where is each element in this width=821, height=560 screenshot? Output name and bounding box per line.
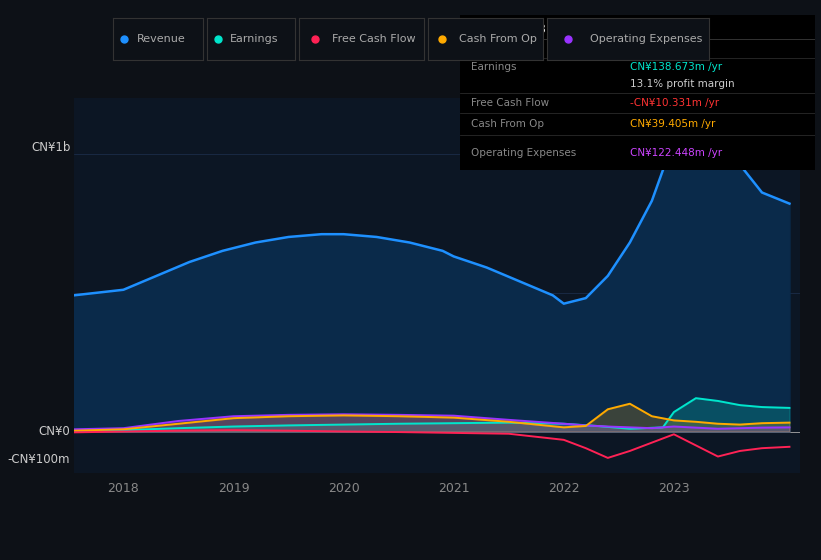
Text: Free Cash Flow: Free Cash Flow: [470, 98, 548, 108]
Text: CN¥138.673m /yr: CN¥138.673m /yr: [631, 62, 722, 72]
Text: 13.1% profit margin: 13.1% profit margin: [631, 78, 735, 88]
Text: Cash From Op: Cash From Op: [470, 119, 544, 129]
Text: Dec 31 2023: Dec 31 2023: [470, 23, 545, 36]
Text: CN¥1b: CN¥1b: [31, 141, 71, 153]
Text: CN¥1.059b /yr: CN¥1.059b /yr: [631, 44, 706, 54]
Text: Operating Expenses: Operating Expenses: [590, 34, 703, 44]
Text: -CN¥10.331m /yr: -CN¥10.331m /yr: [631, 98, 719, 108]
Text: Earnings: Earnings: [230, 34, 279, 44]
Text: CN¥0: CN¥0: [39, 425, 71, 438]
Text: -CN¥100m: -CN¥100m: [7, 453, 71, 466]
Text: Revenue: Revenue: [470, 44, 516, 54]
Text: Earnings: Earnings: [470, 62, 516, 72]
Text: CN¥122.448m /yr: CN¥122.448m /yr: [631, 148, 722, 157]
Text: Cash From Op: Cash From Op: [459, 34, 536, 44]
Text: Free Cash Flow: Free Cash Flow: [333, 34, 416, 44]
Text: Revenue: Revenue: [137, 34, 186, 44]
Text: Operating Expenses: Operating Expenses: [470, 148, 576, 157]
Text: CN¥39.405m /yr: CN¥39.405m /yr: [631, 119, 716, 129]
